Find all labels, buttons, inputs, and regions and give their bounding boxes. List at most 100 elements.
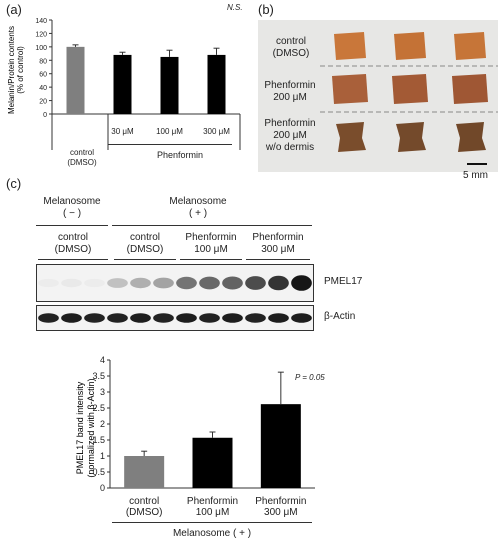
- pmel17-band: [153, 277, 174, 289]
- pmel17-band: [291, 275, 312, 291]
- tissue-sample-r1c1: [334, 32, 366, 60]
- chart-c-category-label: 100 μM: [196, 507, 230, 518]
- chart-a-bar: [66, 46, 85, 114]
- blot-group-control1: control (DMSO): [38, 232, 108, 256]
- photo-row1-line2: (DMSO): [272, 48, 310, 59]
- blot-actin-bands: [38, 313, 312, 323]
- chart-c-xlabel-line: [112, 522, 312, 523]
- tissue-sample-r1c3: [454, 32, 486, 60]
- chart-c-category-label: control: [129, 496, 159, 507]
- blot-melanosome-plus: Melanosome ( + ): [158, 196, 238, 220]
- photo-row1-line1: control: [275, 36, 306, 47]
- chart-c-ytick-label: 0: [100, 483, 105, 493]
- blot-melanosome-minus-line1: Melanosome: [43, 196, 101, 207]
- photo-row2-line1: Phenformin: [264, 80, 316, 91]
- chart-c: PMEL17 band intensity (normalized with β…: [75, 355, 315, 518]
- chart-c-category-label: (DMSO): [126, 507, 163, 518]
- chart-c-ylabel-line1: PMEL17 band intensity: [75, 381, 85, 474]
- chart-a-ytick-label: 20: [39, 99, 47, 106]
- blot-group-control2: control (DMSO): [112, 232, 178, 256]
- blot-group-control2-line2: (DMSO): [126, 244, 164, 255]
- actin-band: [268, 313, 289, 323]
- blot-underline-2: [114, 259, 176, 260]
- blot-divider-plus: [112, 225, 312, 226]
- panel-label-b: (b): [258, 2, 274, 17]
- blot-melanosome-plus-line2: ( + ): [188, 208, 208, 219]
- blot-underline-1: [38, 259, 108, 260]
- blot-melanosome-minus: Melanosome ( − ): [32, 196, 112, 220]
- tissue-sample-r3c1: [336, 122, 366, 152]
- tissue-sample-r3c3: [456, 122, 486, 152]
- blot-group-ph100: Phenformin 100 μM: [178, 232, 244, 256]
- chart-a-bar: [113, 54, 132, 114]
- actin-band: [38, 313, 59, 323]
- blot-group-ph100-line2: 100 μM: [194, 244, 228, 255]
- photo-row3-label: Phenformin 200 μM w/o dermis: [256, 118, 324, 154]
- tissue-sample-r1c2: [394, 32, 426, 60]
- chart-a-ytick-label: 120: [35, 31, 47, 38]
- panel-label-c: (c): [6, 176, 22, 191]
- chart-c-category-label: Phenformin: [255, 496, 306, 507]
- actin-band: [107, 313, 128, 323]
- pmel17-band: [268, 275, 289, 291]
- chart-c-category-label: 300 μM: [264, 507, 298, 518]
- chart-c-ytick-label: 2: [100, 419, 105, 429]
- chart-c-pvalue: P = 0.05: [295, 373, 325, 382]
- blot-group-control2-line1: control: [129, 232, 160, 243]
- chart-c-ytick-label: 0.5: [92, 467, 105, 477]
- blot-melanosome-minus-line2: ( − ): [62, 208, 82, 219]
- actin-band: [245, 313, 266, 323]
- chart-c-ytick-label: 1: [100, 451, 105, 461]
- chart-a-ytick-label: 0: [43, 112, 47, 119]
- chart-a-category-label: 30 μM: [111, 127, 134, 136]
- blot-pmel17-bands: [38, 275, 312, 291]
- actin-band: [176, 313, 197, 323]
- blot-actin-label: β-Actin: [324, 311, 356, 322]
- blot-group-ph300: Phenformin 300 μM: [244, 232, 312, 256]
- panel-label-a: (a): [6, 2, 22, 17]
- chart-a-category-label: 300 μM: [203, 127, 230, 136]
- chart-a-ytick-label: 40: [39, 85, 47, 92]
- blot-underline-3: [180, 259, 242, 260]
- blot-group-ph300-line2: 300 μM: [261, 244, 295, 255]
- chart-c-bar: [192, 437, 233, 488]
- chart-c-ytick-label: 1.5: [92, 435, 105, 445]
- chart-a-category-label: 100 μM: [156, 127, 183, 136]
- photo-row1-label: control (DMSO): [262, 36, 320, 60]
- scale-bar-label: 5 mm: [463, 170, 488, 181]
- pmel17-band: [222, 276, 243, 290]
- photo-row2-line2: 200 μM: [273, 92, 307, 103]
- chart-a-group-label: Phenformin: [156, 150, 204, 160]
- actin-band: [84, 313, 105, 323]
- pmel17-band: [245, 276, 266, 290]
- tissue-sample-r3c2: [396, 122, 426, 152]
- chart-c-ylabel-line2: (normalized with β-Actin): [86, 378, 96, 477]
- pmel17-band: [130, 277, 151, 289]
- blot-group-control1-line2: (DMSO): [54, 244, 92, 255]
- blot-group-ph100-line1: Phenformin: [185, 232, 237, 243]
- blot-divider-minus: [36, 225, 108, 226]
- blot-pmel17: [36, 264, 314, 302]
- chart-a-control-label-line1: control: [69, 148, 94, 157]
- chart-c-bar: [260, 404, 301, 488]
- pmel17-band: [107, 278, 128, 288]
- pmel17-band: [84, 278, 105, 288]
- actin-band: [130, 313, 151, 323]
- photo-row3-line3: w/o dermis: [265, 142, 315, 153]
- chart-a-ylabel-line1: Melanin/Protein contents: [7, 26, 16, 114]
- actin-band: [153, 313, 174, 323]
- blot-underline-4: [246, 259, 310, 260]
- chart-c-bar: [124, 456, 165, 488]
- chart-a-group-line: [108, 144, 232, 145]
- blot-actin: [36, 305, 314, 331]
- chart-a: Melanin/Protein contents (% of control) …: [7, 18, 241, 150]
- chart-a-ytick-label: 60: [39, 72, 47, 79]
- blot-group-control1-line1: control: [57, 232, 88, 243]
- chart-a-bar: [160, 56, 179, 114]
- tissue-sample-r2c3: [452, 74, 488, 104]
- scale-bar: [467, 163, 487, 165]
- chart-c-ytick-label: 2.5: [92, 403, 105, 413]
- pmel17-band: [38, 278, 59, 288]
- chart-a-bar: [207, 54, 226, 114]
- chart-c-xlabel: Melanosome ( + ): [172, 528, 252, 539]
